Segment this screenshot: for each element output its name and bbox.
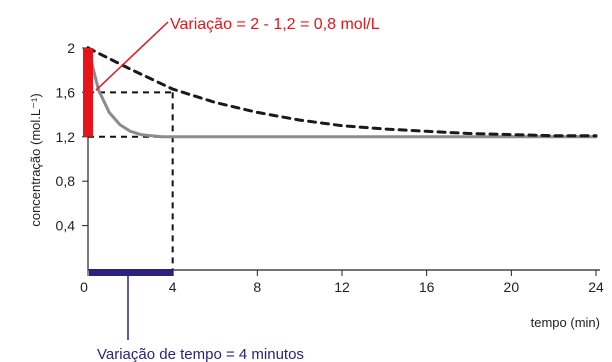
series-line-2 (86, 46, 598, 138)
y-axis-title: concentração (mol.L⁻¹) (28, 93, 43, 226)
y-tick-label: 0,4 (56, 218, 76, 234)
concentration-annotation-leader (95, 21, 169, 91)
y-tick-label: 1,6 (56, 84, 76, 100)
x-tick-label: 4 (169, 279, 177, 295)
series-line-1 (86, 46, 598, 139)
x-tick-label: 24 (588, 279, 604, 295)
x-tick-label: 12 (334, 279, 350, 295)
x-tick-label: 16 (419, 279, 435, 295)
x-axis-title: tempo (min) (531, 315, 600, 330)
y-tick-label: 1,2 (56, 129, 76, 145)
concentration-change-annotation: Variação = 2 - 1,2 = 0,8 mol/L (170, 16, 380, 33)
time-change-bar (89, 269, 174, 276)
x-tick-label: 8 (253, 279, 261, 295)
y-tick-label: 0,8 (56, 173, 76, 189)
x-tick-label: 0 (80, 279, 88, 295)
time-change-annotation: Variação de tempo = 4 minutos (97, 346, 304, 362)
x-tick-label: 20 (504, 279, 520, 295)
concentration-change-bar (83, 48, 93, 137)
y-tick-label: 2 (67, 40, 75, 56)
